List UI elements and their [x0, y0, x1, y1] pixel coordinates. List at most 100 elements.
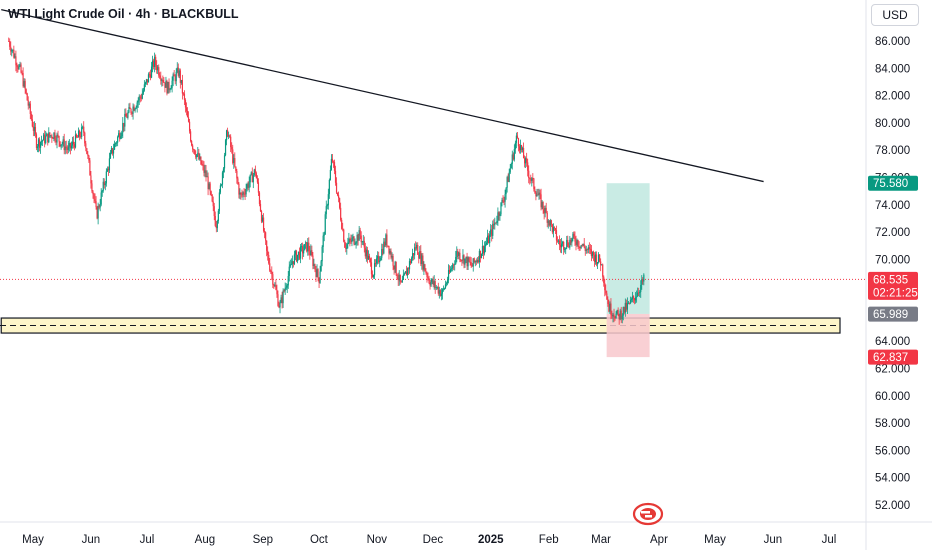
candle-body — [417, 245, 419, 255]
candle-body — [612, 314, 614, 317]
candle-body — [55, 140, 57, 143]
candle-body — [309, 250, 311, 256]
candle-body — [445, 283, 448, 285]
candle-body — [312, 255, 314, 266]
candle-body — [419, 251, 421, 259]
candle-body — [285, 287, 287, 289]
candle-body — [201, 164, 203, 166]
candle-body — [314, 264, 316, 270]
candles-layer — [8, 37, 645, 325]
candle-body — [525, 158, 527, 164]
candle-body — [284, 287, 286, 292]
candle-body — [179, 70, 181, 83]
price-tick-label: 52.000 — [875, 500, 910, 512]
candle-body — [306, 242, 308, 252]
candle-body — [636, 296, 638, 298]
candle-body — [551, 224, 553, 233]
candle-body — [573, 233, 575, 237]
tradingview-logo-icon[interactable] — [632, 502, 664, 526]
candle-body — [225, 130, 228, 141]
candle-body — [123, 122, 125, 127]
candle-body — [399, 274, 401, 282]
candle-body — [509, 168, 511, 173]
candle-body — [404, 271, 407, 274]
candle-body — [500, 202, 502, 215]
candle-body — [114, 143, 117, 145]
candle-body — [103, 181, 105, 186]
candle-body — [422, 255, 424, 270]
candle-body — [430, 281, 432, 286]
candle-body — [489, 234, 491, 244]
candle-body — [294, 251, 297, 255]
candle-body — [21, 72, 23, 74]
candle-body — [457, 251, 459, 256]
logo-mark — [641, 511, 650, 514]
candle-body — [198, 152, 200, 160]
candle-body — [304, 244, 306, 251]
candle-body — [511, 154, 513, 164]
candle-body — [268, 255, 270, 264]
candle-body — [579, 246, 581, 248]
currency-button[interactable]: USD — [871, 4, 919, 26]
candle-body — [544, 207, 546, 214]
candle-body — [376, 258, 378, 264]
candle-body — [342, 228, 344, 230]
candle-body — [83, 126, 85, 133]
price-tick-label: 78.000 — [875, 145, 910, 157]
candle-body — [605, 290, 607, 294]
candle-body — [596, 261, 599, 265]
candle-body — [600, 261, 602, 266]
candle-body — [405, 271, 408, 276]
candle-body — [182, 93, 185, 95]
candle-body — [492, 223, 494, 236]
candle-body — [522, 147, 525, 159]
candle-body — [197, 152, 199, 155]
candle-body — [580, 245, 582, 248]
candle-body — [606, 293, 608, 300]
candle-body — [553, 227, 556, 229]
price-tag — [868, 349, 918, 365]
candle-body — [62, 139, 64, 144]
candle-body — [99, 204, 101, 208]
candle-body — [468, 257, 470, 262]
time-tick-label: May — [704, 534, 726, 546]
candle-body — [133, 106, 135, 111]
candle-body — [624, 302, 626, 313]
candle-body — [425, 271, 427, 274]
candle-body — [19, 64, 21, 66]
candle-body — [106, 168, 108, 172]
candle-body — [191, 140, 193, 146]
candle-body — [52, 138, 54, 139]
candle-body — [538, 192, 540, 196]
candle-body — [503, 201, 505, 203]
candle-body — [465, 256, 467, 259]
candle-body — [333, 162, 336, 171]
candle-body — [552, 227, 554, 233]
candle-body — [256, 178, 259, 183]
candle-body — [214, 216, 216, 226]
candle-body — [423, 264, 425, 270]
candle-body — [206, 176, 208, 178]
candle-body — [84, 132, 86, 144]
candle-body — [254, 169, 256, 174]
candle-body — [302, 246, 304, 254]
candle-body — [340, 207, 342, 220]
candle-body — [394, 261, 396, 270]
candle-body — [563, 242, 565, 250]
candle-body — [17, 67, 19, 69]
candle-body — [452, 264, 454, 269]
candle-body — [215, 225, 217, 229]
candle-body — [517, 138, 520, 147]
candle-body — [442, 288, 445, 290]
candle-body — [637, 292, 639, 297]
candle-body — [183, 93, 186, 101]
candle-body — [609, 303, 611, 312]
candle-body — [616, 309, 618, 314]
candle-body — [158, 67, 160, 76]
candle-body — [10, 46, 12, 52]
candle-body — [25, 89, 27, 94]
drawing-layer — [0, 183, 866, 358]
candle-body — [362, 240, 364, 242]
candle-body — [481, 245, 484, 255]
